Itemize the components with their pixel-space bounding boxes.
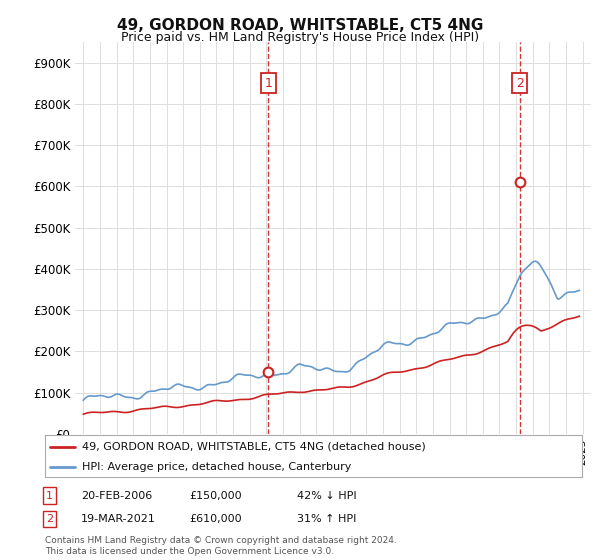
Text: 31% ↑ HPI: 31% ↑ HPI [297,514,356,524]
Text: 42% ↓ HPI: 42% ↓ HPI [297,491,356,501]
Text: 1: 1 [265,77,272,90]
Text: 2: 2 [515,77,524,90]
Text: 49, GORDON ROAD, WHITSTABLE, CT5 4NG (detached house): 49, GORDON ROAD, WHITSTABLE, CT5 4NG (de… [82,442,425,452]
Text: Price paid vs. HM Land Registry's House Price Index (HPI): Price paid vs. HM Land Registry's House … [121,31,479,44]
Text: HPI: Average price, detached house, Canterbury: HPI: Average price, detached house, Cant… [82,461,351,472]
Text: 20-FEB-2006: 20-FEB-2006 [81,491,152,501]
Text: £610,000: £610,000 [189,514,242,524]
Text: 49, GORDON ROAD, WHITSTABLE, CT5 4NG: 49, GORDON ROAD, WHITSTABLE, CT5 4NG [117,18,483,33]
Text: 1: 1 [46,491,53,501]
Text: Contains HM Land Registry data © Crown copyright and database right 2024.
This d: Contains HM Land Registry data © Crown c… [45,536,397,556]
Text: 19-MAR-2021: 19-MAR-2021 [81,514,156,524]
Text: £150,000: £150,000 [189,491,242,501]
Text: 2: 2 [46,514,53,524]
